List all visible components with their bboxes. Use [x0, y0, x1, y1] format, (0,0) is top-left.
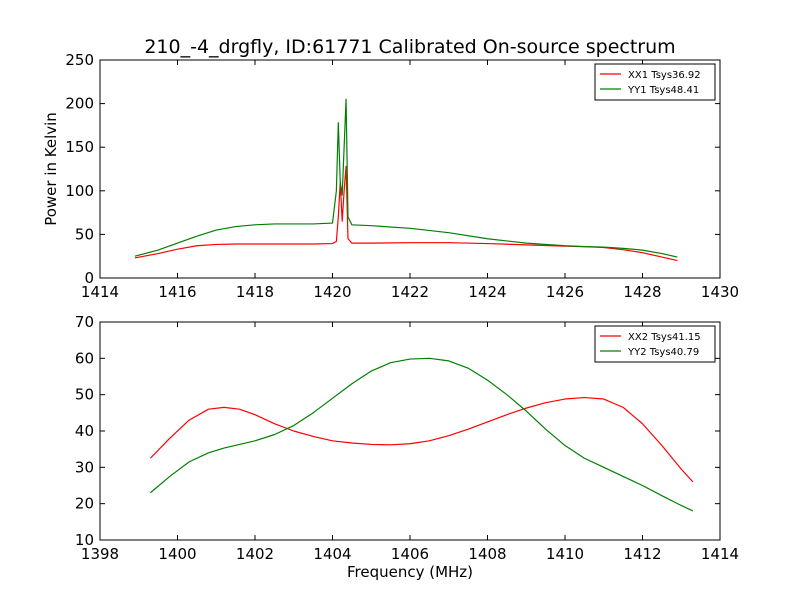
top-plot-ylabel: Power in Kelvin	[42, 112, 60, 226]
top-xtick-label: 1414	[81, 283, 119, 301]
bottom-ytick-label: 30	[75, 458, 94, 476]
bottom-xtick-label: 1410	[546, 545, 584, 563]
top-plot-ticks: 1414 1416 1418 1420 1422 1424 1426 1428 1430 0 50 1…	[65, 51, 739, 301]
bottom-xtick-label: 1406	[391, 545, 429, 563]
bottom-plot-legend: XX2 Tsys41.15 YY2 Tsys40.79	[594, 325, 716, 363]
top-plot: 1414 1416 1418 1420 1422 1424 1426 1428 1430 0 50 1…	[42, 51, 739, 301]
bottom-legend-label-yy2: YY2 Tsys40.79	[627, 347, 699, 358]
bottom-xtick-label: 1404	[313, 545, 351, 563]
bottom-plot-ticks: 1398 1400 1402 1404 1406 1408 1410 1412 1414 10 20…	[75, 313, 739, 563]
bottom-xtick-label: 1400	[158, 545, 196, 563]
top-xtick-label: 1418	[236, 283, 274, 301]
top-ytick-label: 100	[65, 182, 94, 200]
top-xtick-label: 1420	[313, 283, 351, 301]
bottom-xtick-label: 1398	[81, 545, 119, 563]
bottom-legend-label-xx2: XX2 Tsys41.15	[628, 332, 701, 343]
bottom-plot: 1398 1400 1402 1404 1406 1408 1410 1412 1414 10 20…	[75, 313, 739, 581]
top-legend-label-yy1: YY1 Tsys48.41	[627, 85, 699, 96]
bottom-ytick-label: 70	[75, 313, 94, 331]
top-ytick-label: 250	[65, 51, 94, 69]
bottom-ytick-label: 10	[75, 531, 94, 549]
top-series-line-2	[134, 98, 678, 258]
top-xtick-label: 1424	[468, 283, 506, 301]
bottom-ytick-label: 50	[75, 386, 94, 404]
bottom-series-line-2	[149, 357, 694, 512]
top-xtick-label: 1426	[546, 283, 584, 301]
top-ytick-label: 200	[65, 95, 94, 113]
top-legend-box	[594, 63, 716, 101]
figure-title: 210_-4_drgfly, ID:61771 Calibrated On-so…	[144, 36, 675, 58]
top-xtick-label: 1416	[158, 283, 196, 301]
top-legend-label-xx1: XX1 Tsys36.92	[628, 70, 701, 81]
bottom-xtick-label: 1412	[623, 545, 661, 563]
bottom-series-line-1	[149, 396, 694, 483]
top-ytick-label: 50	[75, 225, 94, 243]
top-ytick-label: 0	[84, 269, 94, 287]
top-plot-series	[134, 98, 678, 262]
bottom-xtick-label: 1408	[468, 545, 506, 563]
top-xtick-label: 1430	[701, 283, 739, 301]
top-xtick-label: 1428	[623, 283, 661, 301]
bottom-xtick-label: 1402	[236, 545, 274, 563]
bottom-ytick-label: 20	[75, 495, 94, 513]
bottom-ytick-label: 40	[75, 422, 94, 440]
bottom-ytick-label: 60	[75, 349, 94, 367]
bottom-xtick-label: 1414	[701, 545, 739, 563]
bottom-legend-box	[594, 325, 716, 363]
top-plot-legend: XX1 Tsys36.92 YY1 Tsys48.41	[594, 63, 716, 101]
bottom-plot-xlabel: Frequency (MHz)	[347, 563, 473, 581]
bottom-plot-series	[149, 357, 694, 512]
top-ytick-label: 150	[65, 138, 94, 156]
top-xtick-label: 1422	[391, 283, 429, 301]
